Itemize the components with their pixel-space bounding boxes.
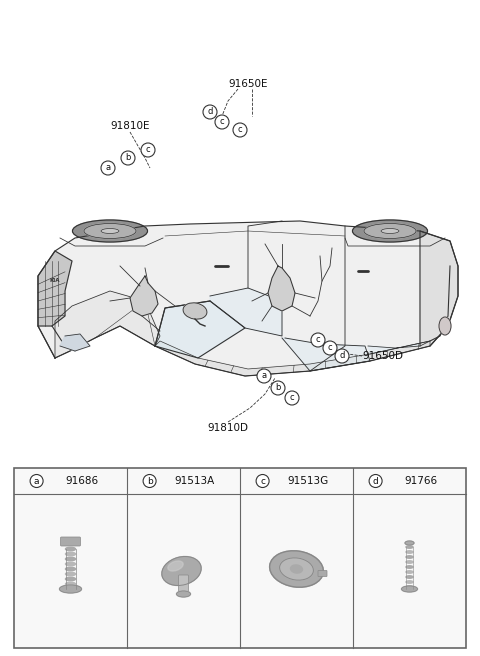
Polygon shape — [155, 301, 245, 358]
Polygon shape — [268, 266, 295, 311]
Circle shape — [369, 474, 382, 487]
FancyBboxPatch shape — [318, 571, 327, 577]
Ellipse shape — [406, 556, 413, 558]
Ellipse shape — [406, 546, 413, 548]
Ellipse shape — [65, 557, 75, 561]
Polygon shape — [420, 231, 458, 346]
Text: 91513G: 91513G — [287, 476, 328, 486]
Text: c: c — [146, 146, 150, 155]
Ellipse shape — [101, 228, 119, 234]
Ellipse shape — [84, 224, 136, 239]
Text: 91766: 91766 — [404, 476, 437, 486]
Circle shape — [203, 105, 217, 119]
Circle shape — [256, 474, 269, 487]
Polygon shape — [155, 341, 430, 376]
Ellipse shape — [60, 585, 82, 593]
Text: 91686: 91686 — [65, 476, 98, 486]
Text: c: c — [316, 335, 320, 344]
Text: c: c — [260, 476, 265, 485]
Ellipse shape — [406, 551, 413, 553]
Text: 91810D: 91810D — [207, 423, 249, 433]
Circle shape — [257, 369, 271, 383]
Text: b: b — [276, 384, 281, 392]
Text: c: c — [290, 394, 294, 403]
Ellipse shape — [65, 583, 75, 586]
Ellipse shape — [72, 220, 147, 242]
Text: 91810E: 91810E — [110, 121, 150, 131]
Text: KIA: KIA — [50, 279, 60, 283]
Ellipse shape — [406, 586, 413, 588]
Circle shape — [101, 161, 115, 175]
Ellipse shape — [162, 556, 201, 585]
Ellipse shape — [381, 228, 399, 234]
FancyBboxPatch shape — [14, 468, 466, 648]
Ellipse shape — [65, 567, 75, 571]
Text: 91650E: 91650E — [228, 79, 268, 89]
Ellipse shape — [270, 551, 324, 587]
Polygon shape — [282, 338, 370, 371]
Ellipse shape — [406, 581, 413, 583]
Polygon shape — [210, 288, 282, 336]
Ellipse shape — [406, 576, 413, 578]
Text: 91513A: 91513A — [175, 476, 215, 486]
Ellipse shape — [352, 220, 428, 242]
Text: c: c — [220, 117, 224, 127]
Text: d: d — [339, 352, 345, 361]
Text: b: b — [125, 154, 131, 163]
Ellipse shape — [65, 577, 75, 581]
Ellipse shape — [65, 562, 75, 565]
Ellipse shape — [183, 303, 207, 319]
Circle shape — [335, 349, 349, 363]
Ellipse shape — [279, 558, 313, 580]
Text: c: c — [238, 125, 242, 134]
Ellipse shape — [364, 224, 416, 239]
Ellipse shape — [406, 571, 413, 573]
Ellipse shape — [65, 547, 75, 551]
Ellipse shape — [439, 317, 451, 335]
Text: c: c — [328, 344, 332, 352]
Polygon shape — [130, 276, 158, 316]
Ellipse shape — [168, 561, 183, 571]
Circle shape — [215, 115, 229, 129]
Text: a: a — [262, 371, 266, 380]
Text: a: a — [34, 476, 39, 485]
Circle shape — [311, 333, 325, 347]
Polygon shape — [38, 221, 458, 376]
Text: d: d — [373, 476, 378, 485]
Text: b: b — [147, 476, 153, 485]
Polygon shape — [38, 251, 72, 326]
Circle shape — [141, 143, 155, 157]
Circle shape — [30, 474, 43, 487]
Text: a: a — [106, 163, 110, 173]
Circle shape — [323, 341, 337, 355]
Ellipse shape — [290, 565, 302, 573]
Text: d: d — [207, 108, 213, 117]
Circle shape — [233, 123, 247, 137]
Circle shape — [143, 474, 156, 487]
FancyBboxPatch shape — [179, 575, 189, 595]
Text: 91650D: 91650D — [362, 351, 403, 361]
Polygon shape — [368, 341, 430, 354]
Ellipse shape — [65, 552, 75, 556]
Polygon shape — [55, 291, 160, 358]
Polygon shape — [60, 334, 90, 351]
Circle shape — [121, 151, 135, 165]
Ellipse shape — [65, 572, 75, 576]
Ellipse shape — [405, 541, 414, 545]
Ellipse shape — [406, 561, 413, 564]
Ellipse shape — [401, 586, 418, 592]
Ellipse shape — [406, 565, 413, 568]
Circle shape — [271, 381, 285, 395]
Ellipse shape — [177, 591, 191, 597]
FancyBboxPatch shape — [60, 537, 81, 546]
Circle shape — [285, 391, 299, 405]
